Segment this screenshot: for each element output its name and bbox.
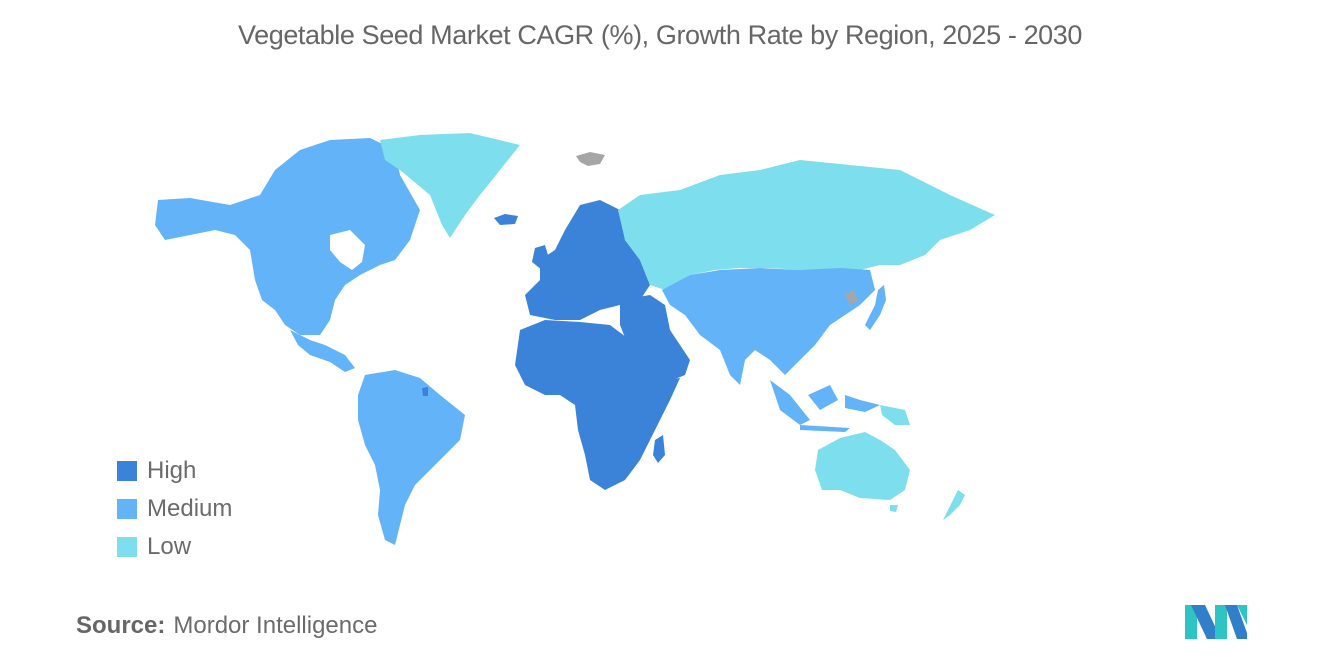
region-africa (515, 320, 680, 490)
source-prefix: Source: (76, 612, 166, 639)
region-europe (525, 200, 650, 320)
region-svalbard (576, 152, 605, 166)
legend-label-medium: Medium (147, 495, 233, 522)
region-tasmania (890, 505, 898, 512)
legend-item-high: High (117, 452, 232, 490)
region-north-korea (845, 290, 858, 305)
legend-item-low: Low (117, 528, 232, 566)
source-name: Mordor Intelligence (173, 612, 378, 639)
region-french-guiana (422, 387, 428, 396)
legend-item-medium: Medium (117, 490, 232, 528)
region-uk-ireland (532, 245, 550, 270)
region-australia (815, 432, 910, 500)
region-madagascar (653, 435, 665, 463)
region-north-america (155, 138, 420, 335)
legend-label-low: Low (147, 533, 192, 560)
legend-label-high: High (147, 457, 197, 484)
region-south-america (358, 370, 465, 545)
region-russia (618, 160, 995, 290)
mordor-intelligence-logo-icon (1185, 605, 1247, 639)
region-central-america (290, 330, 355, 372)
region-southeast-asia-islands (770, 380, 880, 432)
legend-swatch-high (117, 461, 137, 481)
legend-swatch-low (117, 537, 137, 557)
legend-swatch-medium (117, 499, 137, 519)
source-attribution: Source: Mordor Intelligence (76, 612, 377, 640)
legend: High Medium Low (117, 452, 232, 566)
region-greenland (380, 133, 520, 238)
region-iceland (494, 214, 518, 225)
chart-title: Vegetable Seed Market CAGR (%), Growth R… (237, 20, 1083, 50)
region-japan (865, 285, 886, 330)
region-new-zealand (943, 490, 965, 520)
region-asia (662, 268, 875, 385)
region-papua-new-guinea (880, 405, 910, 425)
